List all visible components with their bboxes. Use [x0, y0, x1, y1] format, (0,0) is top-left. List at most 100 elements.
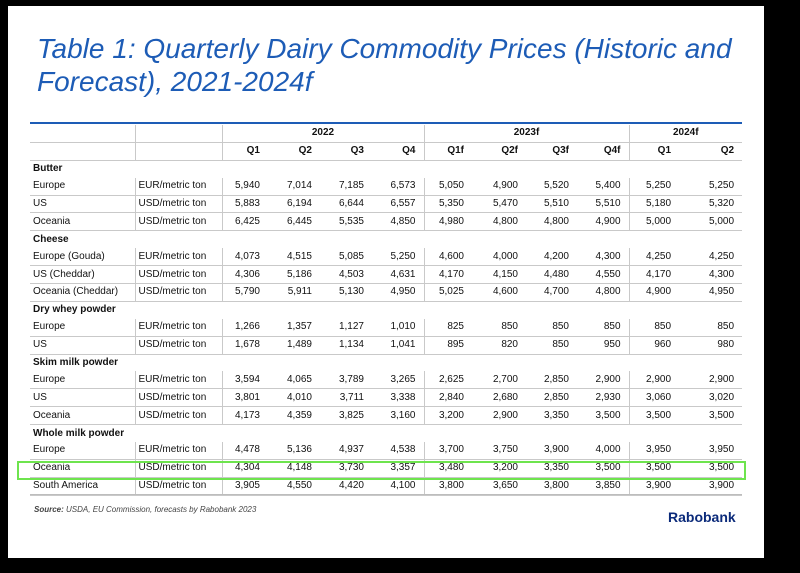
price-cell: 3,350: [526, 459, 577, 478]
price-cell: 4,010: [268, 388, 320, 408]
row-label: Europe: [30, 442, 135, 460]
table-row: Oceania USD/metric ton 4,304 4,148 3,730 3,35…: [30, 459, 743, 478]
price-cell: 3,500: [577, 459, 630, 478]
price-cell: 1,357: [268, 318, 320, 337]
price-cell: 2,625: [423, 371, 472, 390]
header-year: 2022: [221, 125, 424, 143]
price-cell: 5,320: [679, 195, 743, 214]
header-quarter: Q1: [628, 142, 680, 161]
section-row: Skim milk powder: [30, 354, 742, 371]
header-quarter: Q4f: [577, 142, 630, 161]
price-cell: 3,060: [628, 388, 680, 408]
title-line-2: Forecast), 2021-2024f: [37, 66, 313, 97]
title-line-1: Table 1: Quarterly Dairy Commodity Price…: [37, 33, 732, 64]
price-cell: 3,950: [628, 442, 680, 460]
price-cell: 895: [423, 336, 472, 355]
price-cell: 5,883: [221, 195, 268, 214]
price-cell: 5,250: [628, 177, 680, 196]
price-cell: 2,930: [577, 388, 630, 408]
price-cell: 4,478: [221, 442, 268, 460]
price-cell: 3,480: [423, 459, 472, 478]
header-quarter: Q3f: [526, 142, 577, 161]
price-cell: 850: [472, 318, 526, 337]
price-cell: 4,850: [372, 212, 424, 232]
price-cell: 3,338: [372, 388, 424, 408]
price-cell: 5,400: [577, 177, 630, 196]
price-cell: 5,520: [526, 177, 577, 196]
section-heading: Skim milk powder: [33, 357, 119, 369]
price-cell: 960: [628, 336, 680, 355]
price-cell: 4,000: [577, 442, 630, 460]
price-cell: 3,020: [679, 388, 743, 408]
price-cell: 3,801: [221, 388, 268, 408]
row-label: Oceania: [30, 212, 135, 232]
price-cell: 3,500: [679, 459, 743, 478]
price-cell: 3,500: [628, 459, 680, 478]
price-cell: 4,306: [221, 265, 268, 285]
price-cell: 5,510: [526, 195, 577, 214]
price-cell: 4,538: [372, 442, 424, 460]
row-unit: EUR/metric ton: [134, 177, 222, 196]
row-unit: USD/metric ton: [134, 265, 222, 285]
price-cell: 4,000: [472, 248, 526, 267]
table-title: Table 1: Quarterly Dairy Commodity Price…: [37, 32, 752, 98]
row-label: Europe (Gouda): [30, 248, 135, 267]
price-cell: 2,900: [577, 371, 630, 390]
price-cell: 5,000: [628, 212, 680, 232]
table-row: US USD/metric ton 5,883 6,194 6,644 6,557 5,35…: [30, 195, 743, 214]
price-cell: 4,250: [628, 248, 680, 267]
header-blank: [30, 125, 135, 143]
table-row: Oceania USD/metric ton 6,425 6,445 5,535 4,85…: [30, 212, 743, 232]
price-cell: 3,700: [423, 442, 472, 460]
price-cell: 4,950: [372, 283, 424, 302]
row-unit: USD/metric ton: [134, 388, 222, 408]
price-cell: 5,000: [679, 212, 743, 232]
price-cell: 4,300: [577, 248, 630, 267]
price-cell: 5,250: [372, 248, 424, 267]
table-row: Europe EUR/metric ton 5,940 7,014 7,185 6,573…: [30, 177, 743, 196]
section-row: Cheese: [30, 231, 742, 248]
price-cell: 3,825: [320, 406, 372, 426]
price-cell: 4,150: [472, 265, 526, 285]
row-unit: USD/metric ton: [134, 406, 222, 426]
price-cell: 6,445: [268, 212, 320, 232]
price-cell: 4,304: [221, 459, 268, 478]
price-cell: 4,065: [268, 371, 320, 390]
price-cell: 4,800: [577, 283, 630, 302]
row-unit: EUR/metric ton: [134, 248, 222, 267]
row-label: US (Cheddar): [30, 265, 135, 285]
price-cell: 4,073: [221, 248, 268, 267]
price-cell: 980: [679, 336, 743, 355]
price-cell: 1,678: [221, 336, 268, 355]
table-row: Europe EUR/metric ton 3,594 4,065 3,789 3,265…: [30, 371, 743, 390]
price-cell: 3,200: [423, 406, 472, 426]
price-cell: 2,840: [423, 388, 472, 408]
price-cell: 4,170: [423, 265, 472, 285]
price-cell: 5,085: [320, 248, 372, 267]
price-cell: 4,800: [472, 212, 526, 232]
price-cell: 4,800: [526, 212, 577, 232]
price-cell: 850: [577, 318, 630, 337]
section-heading: Dry whey powder: [33, 304, 116, 316]
row-unit: EUR/metric ton: [134, 371, 222, 390]
row-label: US: [30, 195, 135, 214]
price-cell: 5,136: [268, 442, 320, 460]
header-row-years: 2022 2023f 2024f: [30, 125, 743, 143]
section-heading: Butter: [33, 163, 63, 175]
header-quarter: Q1: [221, 142, 268, 161]
price-cell: 2,850: [526, 371, 577, 390]
price-cell: 2,700: [472, 371, 526, 390]
header-quarter: Q2: [679, 142, 743, 161]
price-cell: 3,160: [372, 406, 424, 426]
bottom-rule: [30, 494, 742, 495]
price-cell: 2,850: [526, 388, 577, 408]
price-cell: 4,600: [472, 283, 526, 302]
price-cell: 3,730: [320, 459, 372, 478]
header-row-quarters: Q1 Q2 Q3 Q4 Q1f Q2f Q3f Q4f Q1 Q2: [30, 142, 743, 161]
price-cell: 3,500: [577, 406, 630, 426]
price-cell: 4,900: [472, 177, 526, 196]
price-cell: 5,510: [577, 195, 630, 214]
price-cell: 2,900: [472, 406, 526, 426]
rabobank-logo: Rabobank: [668, 509, 736, 525]
price-cell: 4,200: [526, 248, 577, 267]
